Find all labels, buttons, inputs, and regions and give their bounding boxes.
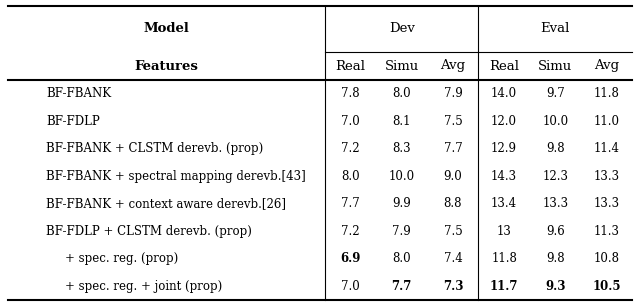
Text: 11.8: 11.8 [491, 252, 517, 265]
Text: 13.3: 13.3 [542, 197, 568, 210]
Text: 10.8: 10.8 [593, 252, 620, 265]
Text: 9.6: 9.6 [546, 225, 564, 238]
Text: Dev: Dev [389, 23, 415, 35]
Text: 8.0: 8.0 [392, 252, 411, 265]
Text: 7.0: 7.0 [341, 280, 360, 293]
Text: 12.9: 12.9 [491, 142, 517, 155]
Text: 9.8: 9.8 [546, 142, 564, 155]
Text: 9.7: 9.7 [546, 87, 564, 100]
Text: 8.1: 8.1 [392, 115, 411, 128]
Text: BF-FBANK + spectral mapping derevb.[43]: BF-FBANK + spectral mapping derevb.[43] [46, 170, 306, 183]
Text: BF-FBANK + CLSTM derevb. (prop): BF-FBANK + CLSTM derevb. (prop) [46, 142, 263, 155]
Text: 7.2: 7.2 [341, 142, 360, 155]
Text: Features: Features [134, 59, 198, 73]
Text: 11.3: 11.3 [593, 225, 620, 238]
Text: 7.7: 7.7 [341, 197, 360, 210]
Text: 7.0: 7.0 [341, 115, 360, 128]
Text: 9.9: 9.9 [392, 197, 411, 210]
Text: 14.3: 14.3 [491, 170, 517, 183]
Text: 13.4: 13.4 [491, 197, 517, 210]
Text: 9.3: 9.3 [545, 280, 566, 293]
Text: Model: Model [143, 23, 189, 35]
Text: BF-FBANK: BF-FBANK [46, 87, 111, 100]
Text: BF-FDLP: BF-FDLP [46, 115, 100, 128]
Text: 8.8: 8.8 [444, 197, 462, 210]
Text: 14.0: 14.0 [491, 87, 517, 100]
Text: Simu: Simu [385, 59, 419, 73]
Text: 7.9: 7.9 [392, 225, 411, 238]
Text: 7.4: 7.4 [444, 252, 462, 265]
Text: BF-FBANK + context aware derevb.[26]: BF-FBANK + context aware derevb.[26] [46, 197, 286, 210]
Text: 11.0: 11.0 [593, 115, 620, 128]
Text: 9.0: 9.0 [444, 170, 462, 183]
Text: 9.8: 9.8 [546, 252, 564, 265]
Text: 6.9: 6.9 [340, 252, 361, 265]
Text: + spec. reg. (prop): + spec. reg. (prop) [65, 252, 179, 265]
Text: 8.3: 8.3 [392, 142, 411, 155]
Text: Real: Real [335, 59, 365, 73]
Text: 7.8: 7.8 [341, 87, 360, 100]
Text: Avg: Avg [440, 59, 465, 73]
Text: 8.0: 8.0 [392, 87, 411, 100]
Text: Avg: Avg [594, 59, 619, 73]
Text: BF-FDLP + CLSTM derevb. (prop): BF-FDLP + CLSTM derevb. (prop) [46, 225, 252, 238]
Text: 13.3: 13.3 [593, 197, 620, 210]
Text: 7.3: 7.3 [443, 280, 463, 293]
Text: 13: 13 [497, 225, 511, 238]
Text: Real: Real [489, 59, 519, 73]
Text: 10.5: 10.5 [592, 280, 621, 293]
Text: 7.2: 7.2 [341, 225, 360, 238]
Text: 7.5: 7.5 [444, 225, 462, 238]
Text: 11.4: 11.4 [593, 142, 620, 155]
Text: 12.3: 12.3 [542, 170, 568, 183]
Text: 13.3: 13.3 [593, 170, 620, 183]
Text: Simu: Simu [538, 59, 572, 73]
Text: 10.0: 10.0 [388, 170, 415, 183]
Text: + spec. reg. + joint (prop): + spec. reg. + joint (prop) [65, 280, 222, 293]
Text: 8.0: 8.0 [341, 170, 360, 183]
Text: 12.0: 12.0 [491, 115, 517, 128]
Text: Eval: Eval [541, 23, 570, 35]
Text: 7.9: 7.9 [444, 87, 462, 100]
Text: 7.5: 7.5 [444, 115, 462, 128]
Text: 11.7: 11.7 [490, 280, 518, 293]
Text: 7.7: 7.7 [392, 280, 412, 293]
Text: 11.8: 11.8 [593, 87, 620, 100]
Text: 10.0: 10.0 [542, 115, 568, 128]
Text: 7.7: 7.7 [444, 142, 462, 155]
